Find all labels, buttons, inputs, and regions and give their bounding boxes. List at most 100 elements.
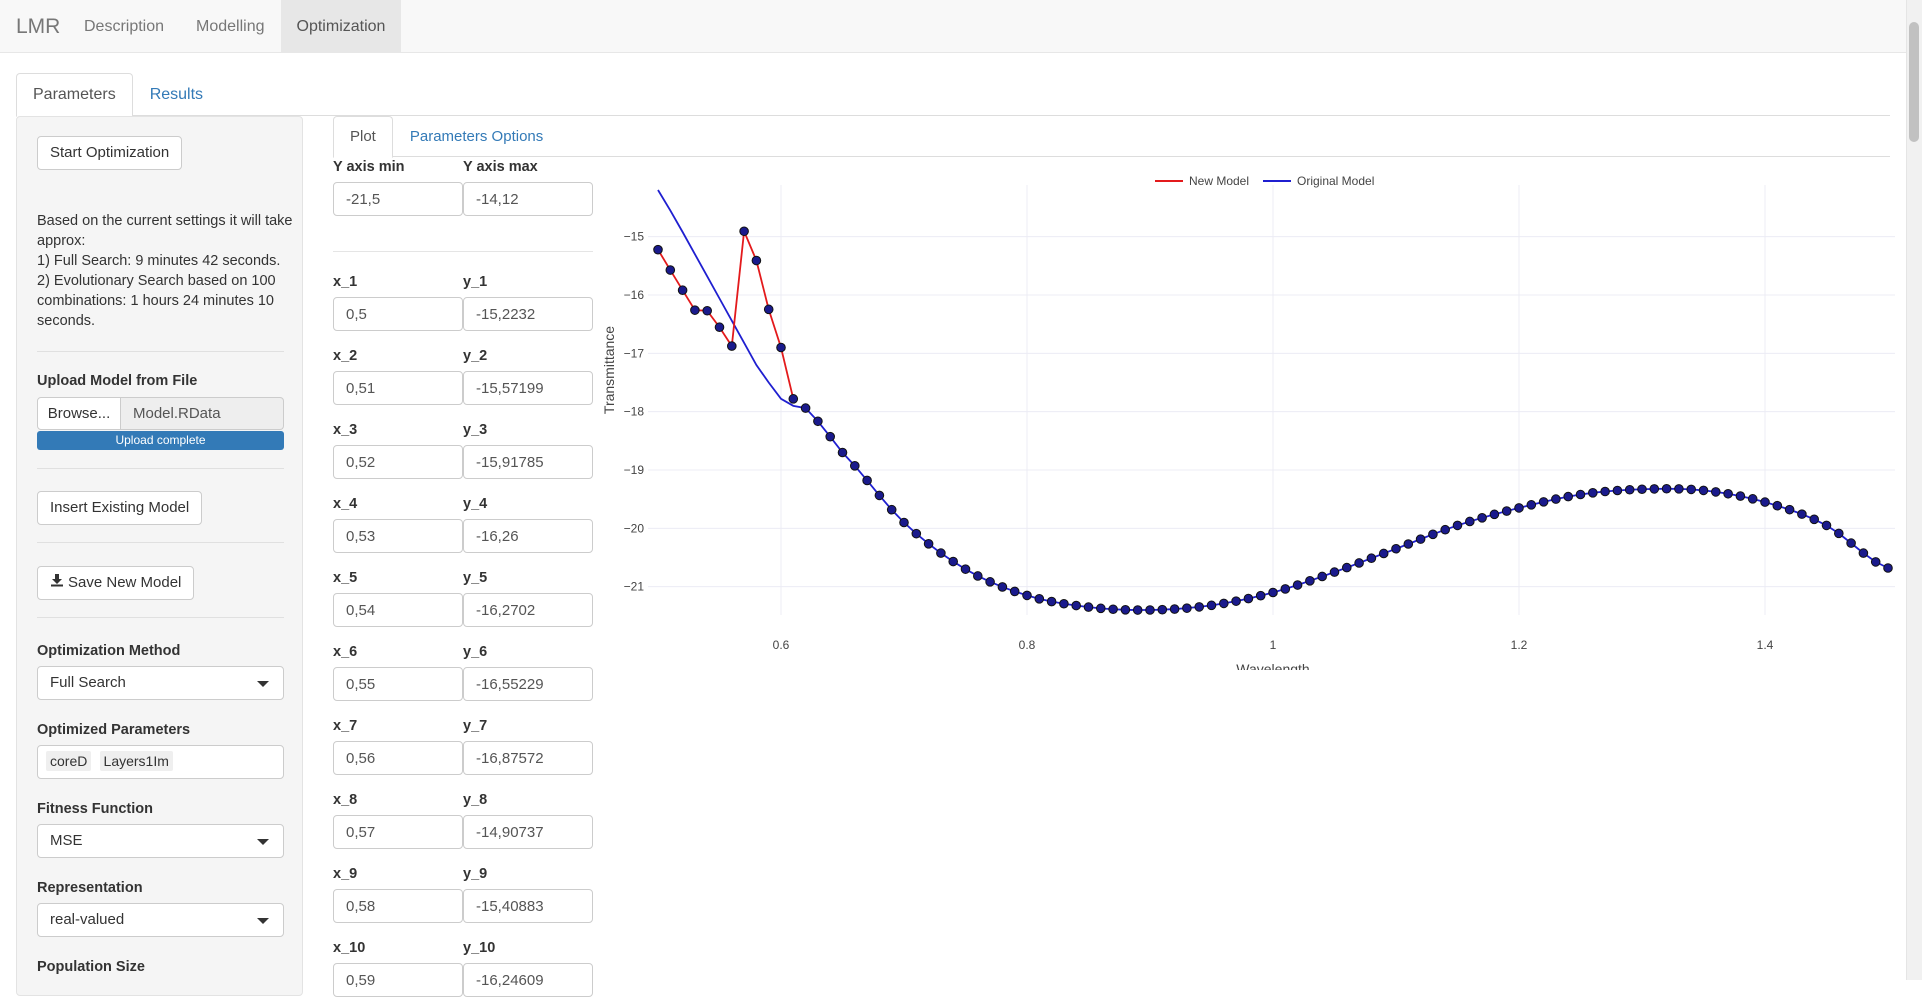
legend-entry: New Model [1189, 174, 1249, 188]
x-tick-label: 0.6 [773, 638, 790, 652]
x-input[interactable] [333, 889, 463, 923]
y-label: y_4 [463, 496, 488, 512]
y-input[interactable] [463, 297, 593, 331]
y-input[interactable] [463, 815, 593, 849]
y-input[interactable] [463, 519, 593, 553]
nav-modelling[interactable]: Modelling [196, 18, 265, 35]
data-point [960, 564, 971, 574]
y-input[interactable] [463, 593, 593, 627]
x-tick-label: 0.8 [1019, 638, 1036, 652]
data-point [690, 305, 700, 315]
y-axis-min-input[interactable] [333, 182, 463, 216]
x-input[interactable] [333, 963, 463, 997]
file-name-field[interactable]: Model.RData [121, 397, 284, 430]
data-point [1083, 602, 1094, 612]
x-input[interactable] [333, 667, 463, 701]
x-label: x_1 [333, 274, 358, 290]
data-point [1059, 598, 1069, 609]
data-point [813, 416, 823, 427]
y-input[interactable] [463, 445, 593, 479]
x-label: x_6 [333, 644, 358, 660]
tab-parameters-options[interactable]: Parameters Options [409, 128, 544, 145]
y-input[interactable] [463, 667, 593, 701]
data-point [862, 475, 872, 486]
data-point [1366, 553, 1377, 564]
y-axis-max-input[interactable] [463, 182, 593, 216]
brand-logo[interactable]: LMR [16, 15, 61, 38]
transmittance-chart[interactable]: 0.6 0.8 1 1.2 1.4 −15 −16 −17 −18 −19 −20 −21 Wavele… [595, 170, 1895, 670]
data-point [1120, 604, 1131, 615]
data-point [1489, 509, 1500, 520]
data-point [739, 226, 749, 237]
data-point [1046, 596, 1057, 607]
fitness-function-label: Fitness Function [37, 801, 153, 817]
optimization-method-select[interactable]: Full Search [37, 666, 284, 700]
data-point [1071, 600, 1082, 611]
x-input[interactable] [333, 297, 463, 331]
chevron-down-icon [257, 681, 269, 687]
x-axis-title: Wavelength [1236, 661, 1309, 670]
parameter-chip[interactable]: coreD [46, 751, 92, 771]
y-axis-min-label: Y axis min [333, 159, 405, 175]
parameter-chip[interactable]: Layers1Im [99, 751, 173, 771]
start-optimization-button[interactable]: Start Optimization [37, 136, 183, 170]
data-point [1231, 596, 1241, 606]
browse-button[interactable]: Browse... [37, 397, 121, 430]
y-input[interactable] [463, 741, 593, 775]
data-point [825, 431, 835, 442]
optimization-method-value: Full Search [50, 674, 126, 691]
x-input[interactable] [333, 519, 463, 553]
x-label: x_8 [333, 792, 358, 808]
fitness-function-select[interactable]: MSE [37, 824, 284, 858]
optimized-parameters-input[interactable]: coreD Layers1Im [37, 745, 284, 779]
representation-select[interactable]: real-valued [37, 903, 284, 937]
y-axis-max-label: Y axis max [463, 159, 538, 175]
y-input[interactable] [463, 889, 593, 923]
save-new-model-button[interactable]: Save New Model [37, 566, 195, 600]
data-point [1760, 497, 1770, 507]
x-input[interactable] [333, 741, 463, 775]
x-tick-label: 1.4 [1757, 638, 1774, 652]
data-point [1661, 483, 1672, 494]
y-tick-label: −21 [624, 580, 645, 594]
divider [37, 468, 284, 469]
tab-plot[interactable]: Plot [333, 116, 393, 158]
y-input[interactable] [463, 371, 593, 405]
optimized-parameters-label: Optimized Parameters [37, 722, 191, 738]
y-input[interactable] [463, 963, 593, 997]
divider [333, 251, 593, 252]
data-point [1637, 484, 1647, 495]
data-point [1132, 605, 1143, 615]
nav-optimization[interactable]: Optimization [280, 0, 402, 52]
tab-results[interactable]: Results [149, 86, 204, 103]
x-input[interactable] [333, 371, 463, 405]
data-point [1219, 598, 1229, 609]
representation-label: Representation [37, 880, 143, 896]
fitness-function-value: MSE [50, 832, 83, 849]
x-label: x_5 [333, 570, 358, 586]
divider [37, 351, 284, 352]
navbar: LMR Description Modelling Optimization [0, 0, 1922, 53]
x-tick-label: 1.2 [1511, 638, 1528, 652]
x-input[interactable] [333, 593, 463, 627]
data-point [665, 265, 676, 275]
data-point [1182, 603, 1192, 613]
scrollbar-thumb[interactable] [1909, 22, 1919, 142]
sidebar-panel: Start Optimization Based on the current … [16, 116, 303, 996]
data-point [1501, 506, 1512, 516]
y-label: y_6 [463, 644, 488, 660]
data-point [1772, 500, 1783, 511]
x-input[interactable] [333, 815, 463, 849]
nav-description[interactable]: Description [84, 18, 165, 35]
data-point [1243, 593, 1254, 604]
data-point [985, 577, 995, 587]
data-point [936, 548, 946, 558]
y-label: y_1 [463, 274, 488, 290]
x-label: x_2 [333, 348, 358, 364]
page-scrollbar[interactable] [1906, 0, 1922, 980]
tab-parameters[interactable]: Parameters [16, 73, 133, 117]
y-tick-label: −19 [624, 463, 645, 477]
x-input[interactable] [333, 445, 463, 479]
insert-existing-model-button[interactable]: Insert Existing Model [37, 491, 203, 525]
optimization-method-label: Optimization Method [37, 643, 181, 659]
